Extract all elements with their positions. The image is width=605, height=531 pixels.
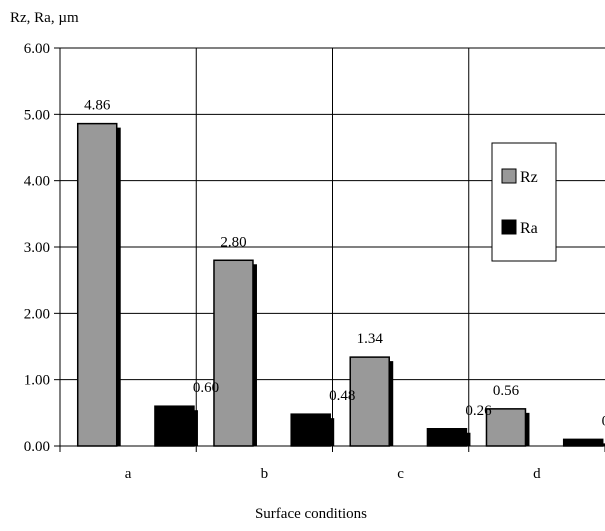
legend-swatch-ra	[501, 219, 517, 235]
data-label-rz: 0.56	[493, 383, 520, 399]
bar-ra-b	[290, 413, 331, 447]
grid	[60, 47, 605, 446]
y-tick-label: 3.00	[24, 240, 50, 256]
bar-ra-d	[562, 438, 604, 447]
x-tick-label: d	[533, 466, 541, 482]
y-tick-label: 5.00	[24, 107, 50, 123]
legend-label-ra: Ra	[520, 220, 538, 237]
y-tick-label: 0.00	[24, 439, 50, 455]
data-label-ra: 0.10	[602, 413, 605, 429]
x-tick-label: b	[261, 466, 269, 482]
bar-rz-c	[349, 356, 390, 447]
x-axis-title: Surface conditions	[255, 506, 367, 522]
bar-ra-a	[154, 405, 195, 447]
y-tick-label: 1.00	[24, 373, 50, 389]
y-tick-label: 6.00	[24, 41, 50, 57]
legend-box	[491, 142, 557, 262]
y-axis-title: Rz, Ra, µm	[10, 10, 79, 26]
bar-rz-b	[213, 259, 254, 447]
bar-rz-a	[76, 122, 118, 447]
legend-label-rz: Rz	[520, 169, 538, 186]
legend-swatch-rz	[501, 168, 517, 184]
data-label-rz: 4.86	[84, 98, 111, 114]
data-label-rz: 1.34	[357, 331, 384, 347]
data-label-ra: 0.26	[465, 403, 492, 419]
axes: 0.00 1.00 2.00 3.00 4.00 5.00 6.00 a b c d	[24, 41, 605, 482]
data-label-ra: 0.60	[193, 380, 219, 396]
data-label-rz: 2.80	[220, 234, 246, 250]
x-tick-label: c	[397, 466, 404, 482]
bar-rz-d	[485, 408, 527, 447]
data-label-ra: 0.48	[329, 388, 355, 404]
y-tick-label: 4.00	[24, 174, 50, 190]
x-tick-label: a	[125, 466, 132, 482]
data-labels: 4.86 2.80 1.34 0.56 0.60 0.48 0.26 0.10	[84, 98, 605, 430]
bars	[76, 122, 605, 447]
bar-ra-c	[426, 428, 468, 447]
legend: Rz Ra	[491, 142, 557, 262]
y-tick-label: 2.00	[24, 306, 50, 322]
